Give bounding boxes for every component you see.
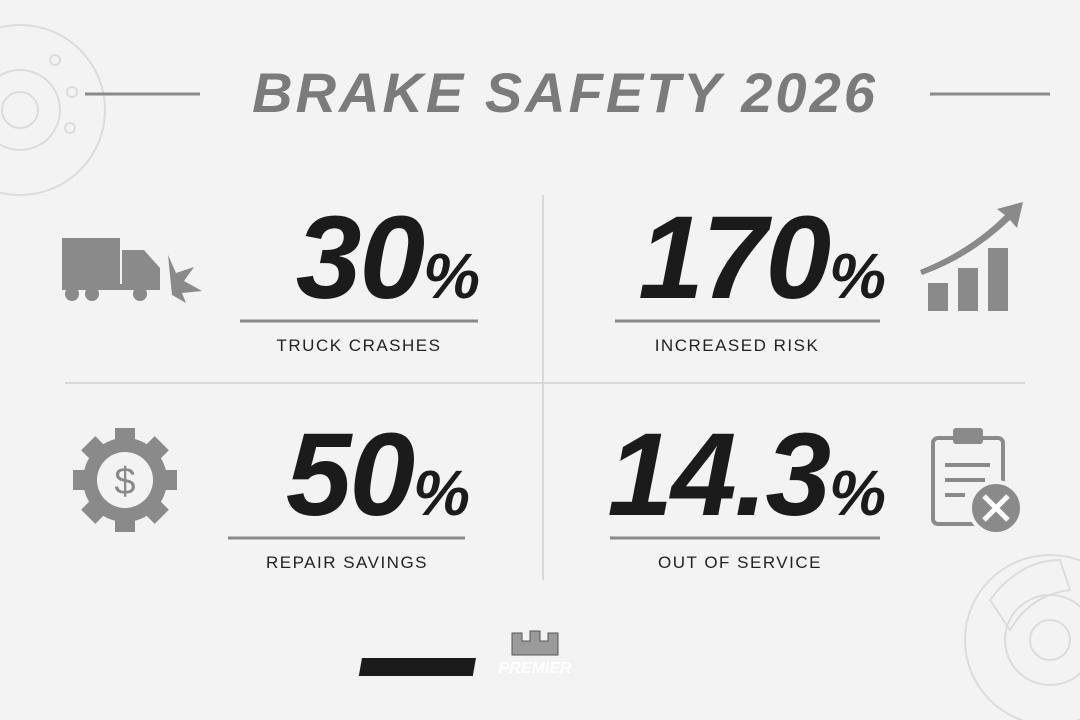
savings-icon: $ [73,428,177,532]
stat-number: 30% [296,192,479,324]
stat-number: 50% [286,409,469,541]
stat-label: INCREASED RISK [655,336,820,355]
clipboard-icon [931,428,1024,536]
stat-label: OUT OF SERVICE [658,553,822,572]
stat-label: REPAIR SAVINGS [266,553,428,572]
stat-value: 30 [296,192,425,324]
truck-icon [62,238,202,303]
stat-unit: % [423,240,479,312]
stat-unit: % [829,457,885,529]
logo-text: PREMIER [499,660,572,677]
stat-value: 14.3 [607,409,830,541]
stat-unit: % [413,457,469,529]
stat-number: 14.3% [607,409,885,541]
title: BRAKE SAFETY 2026 [252,61,878,124]
logo: PREMIER [358,630,572,677]
stat-value: 170 [638,192,830,324]
growth-icon [920,202,1023,311]
stat-number: 170% [638,192,885,324]
stat-unit: % [829,240,885,312]
stat-label: TRUCK CRASHES [277,336,442,355]
decoration [0,24,1080,720]
svg-text:$: $ [114,461,135,503]
stat-value: 50 [286,409,415,541]
